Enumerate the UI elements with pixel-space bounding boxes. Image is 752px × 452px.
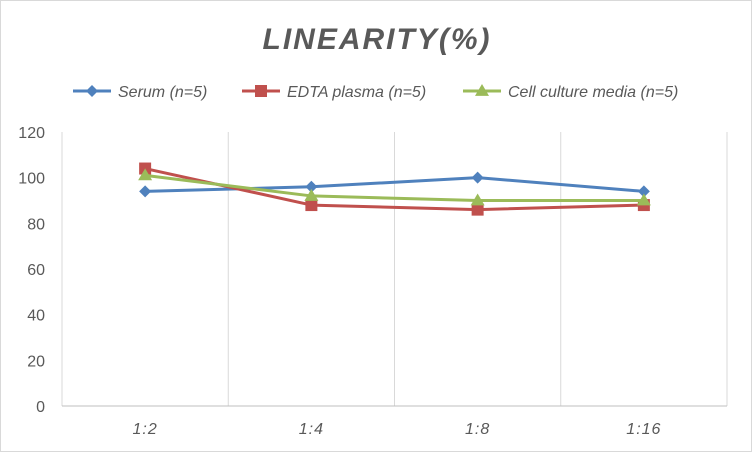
chart-title: LINEARITY(%) bbox=[263, 23, 492, 56]
data-point bbox=[637, 185, 650, 198]
y-axis-ticks: 0 20 40 60 80 100 120 bbox=[18, 125, 45, 416]
data-point bbox=[139, 185, 152, 198]
series-1 bbox=[139, 171, 650, 198]
y-tick-label: 100 bbox=[18, 171, 45, 188]
legend: Serum (n=5) EDTA plasma (n=5) Cell culture… bbox=[73, 84, 678, 101]
legend-marker bbox=[255, 85, 267, 97]
y-tick-label: 120 bbox=[18, 125, 45, 142]
data-point bbox=[305, 199, 318, 212]
y-tick-label: 80 bbox=[27, 216, 45, 233]
data-point bbox=[305, 180, 318, 193]
x-tick-label: 1:8 bbox=[465, 421, 490, 438]
legend-item: Cell culture media (n=5) bbox=[463, 84, 678, 101]
y-tick-label: 60 bbox=[27, 262, 45, 279]
x-tick-label: 1:2 bbox=[133, 421, 158, 438]
data-point bbox=[471, 171, 484, 184]
data-point bbox=[304, 188, 319, 201]
series-3 bbox=[138, 168, 651, 206]
x-tick-label: 1:16 bbox=[626, 421, 661, 438]
legend-item: Serum (n=5) bbox=[73, 84, 207, 101]
legend-label: EDTA plasma (n=5) bbox=[287, 84, 426, 101]
legend-marker bbox=[475, 84, 489, 96]
x-tick-label: 1:4 bbox=[299, 421, 324, 438]
series-line bbox=[144, 173, 644, 202]
series-group bbox=[138, 162, 651, 216]
data-point bbox=[138, 168, 153, 181]
data-point bbox=[636, 193, 651, 206]
data-point bbox=[471, 203, 484, 216]
x-axis-ticks: 1:2 1:4 1:8 1:16 bbox=[133, 421, 661, 438]
legend-item: EDTA plasma (n=5) bbox=[242, 84, 426, 101]
series-line bbox=[145, 176, 644, 193]
y-tick-label: 40 bbox=[27, 308, 45, 325]
y-tick-label: 20 bbox=[27, 353, 45, 370]
y-tick-label: 0 bbox=[36, 399, 45, 416]
legend-label: Serum (n=5) bbox=[118, 84, 207, 101]
gridlines bbox=[61, 132, 728, 406]
legend-marker bbox=[86, 85, 98, 97]
legend-label: Cell culture media (n=5) bbox=[508, 84, 678, 101]
data-point bbox=[470, 193, 485, 206]
